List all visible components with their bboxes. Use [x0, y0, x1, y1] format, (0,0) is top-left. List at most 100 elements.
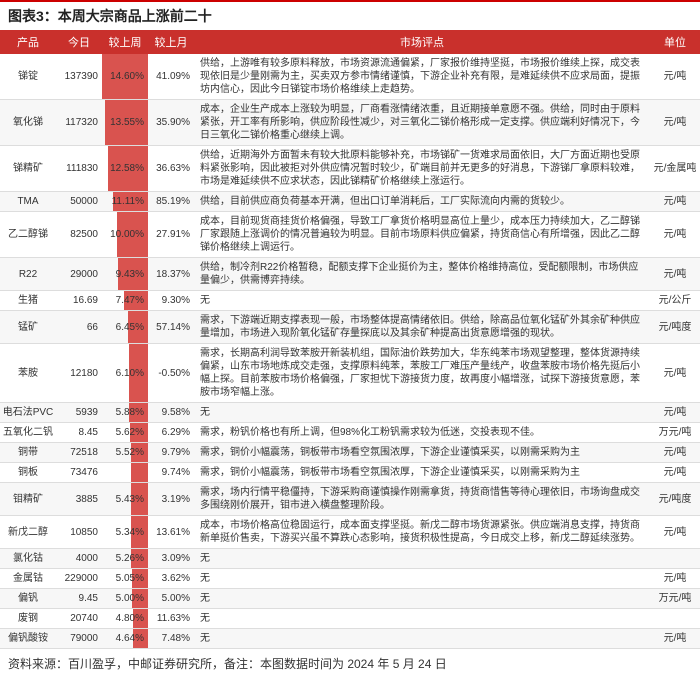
- cell-wow: 10.00%: [102, 212, 148, 258]
- cell-product: 钼精矿: [0, 483, 56, 516]
- cell-unit: 元/吨: [650, 463, 700, 483]
- table-row: 金属钴2290005.05%3.62%无元/吨: [0, 569, 700, 589]
- cell-product: 五氧化二钒: [0, 423, 56, 443]
- cell-wow: 6.10%: [102, 344, 148, 403]
- cell-today: 50000: [56, 192, 102, 212]
- cell-product: 新戊二醇: [0, 516, 56, 549]
- cell-unit: [650, 549, 700, 569]
- cell-product: 锑精矿: [0, 146, 56, 192]
- table-row: 铜带725185.52%9.79%需求，铜价小幅震荡，铜板带市场看空氛围浓厚，下…: [0, 443, 700, 463]
- cell-product: 锰矿: [0, 311, 56, 344]
- cell-wow: 5.62%: [102, 423, 148, 443]
- cell-wow: 5.26%: [102, 549, 148, 569]
- wow-text: 14.60%: [110, 71, 144, 82]
- chart-title: 图表3：本周大宗商品上涨前二十: [8, 8, 212, 24]
- cell-today: 5939: [56, 403, 102, 423]
- table-row: 锑精矿11183012.58%36.63%供给，近期海外方面暂未有较大批原料能够…: [0, 146, 700, 192]
- table-row: 电石法PVC59395.88%9.58%无元/吨: [0, 403, 700, 423]
- cell-unit: 元/吨: [650, 192, 700, 212]
- cell-product: R22: [0, 258, 56, 291]
- cell-wow: 5.43%: [102, 483, 148, 516]
- table-row: 锑锭13739014.60%41.09%供给，上游唯有较多原料释放，市场资源流通…: [0, 54, 700, 100]
- cell-product: 电石法PVC: [0, 403, 56, 423]
- cell-wow: 14.60%: [102, 54, 148, 100]
- cell-today: 117320: [56, 100, 102, 146]
- cell-mom: 41.09%: [148, 54, 194, 100]
- cell-today: 66: [56, 311, 102, 344]
- cell-review: 无: [194, 589, 650, 609]
- cell-mom: 9.74%: [148, 463, 194, 483]
- cell-unit: 元/吨: [650, 403, 700, 423]
- table-row: 钼精矿38855.43%3.19%需求，场内行情平稳僵持，下游采购商谨慎操作刚需…: [0, 483, 700, 516]
- cell-review: 无: [194, 629, 650, 649]
- cell-today: 72518: [56, 443, 102, 463]
- cell-review: 需求，长期高利润导致苯胺开新装机组，国际油价跌势加大，华东纯苯市场观望整理，整体…: [194, 344, 650, 403]
- table-row: 氧化锑11732013.55%35.90%成本，企业生产成本上涨较为明显，厂商看…: [0, 100, 700, 146]
- cell-wow: 5.88%: [102, 403, 148, 423]
- cell-unit: [650, 609, 700, 629]
- cell-unit: 万元/吨: [650, 423, 700, 443]
- cell-review: 供给，上游唯有较多原料释放，市场资源流通偏紧，厂家报价维持坚挺，市场报价维续上探…: [194, 54, 650, 100]
- cell-wow: 4.64%: [102, 629, 148, 649]
- cell-product: 乙二醇锑: [0, 212, 56, 258]
- cell-review: 供给，近期海外方面暂未有较大批原料能够补充，市场锑矿一货难求局面依旧，大厂方面近…: [194, 146, 650, 192]
- table-row: 锰矿666.45%57.14%需求，下游端近期支撑表现一般，市场整体提高情绪依旧…: [0, 311, 700, 344]
- cell-today: 137390: [56, 54, 102, 100]
- wow-text: 5.62%: [116, 427, 144, 438]
- cell-mom: 11.63%: [148, 609, 194, 629]
- cell-review: 需求，粉钒价格也有所上调，但98%化工粉钒需求较为低迷，交投表现不佳。: [194, 423, 650, 443]
- cell-mom: 9.58%: [148, 403, 194, 423]
- cell-mom: 85.19%: [148, 192, 194, 212]
- table-row: 偏钒9.455.00%5.00%无万元/吨: [0, 589, 700, 609]
- cell-today: 229000: [56, 569, 102, 589]
- cell-mom: 13.61%: [148, 516, 194, 549]
- col-header-unit: 单位: [650, 30, 700, 54]
- table-row: TMA5000011.11%85.19%供给，目前供应商负荷基本开满，但出口订单…: [0, 192, 700, 212]
- cell-today: 73476: [56, 463, 102, 483]
- cell-mom: 7.48%: [148, 629, 194, 649]
- cell-today: 79000: [56, 629, 102, 649]
- wow-text: 4.80%: [116, 613, 144, 624]
- wow-text: 5.05%: [116, 573, 144, 584]
- cell-mom: 3.09%: [148, 549, 194, 569]
- cell-unit: 元/吨: [650, 344, 700, 403]
- cell-unit: 元/金属吨: [650, 146, 700, 192]
- col-header-wow: 较上周: [102, 30, 148, 54]
- cell-review: 成本，目前现货商挂货价格偏强，导致工厂拿货价格明显高位上量少，成本压力持续加大，…: [194, 212, 650, 258]
- cell-wow: 5.05%: [102, 569, 148, 589]
- wow-text: 12.58%: [110, 163, 144, 174]
- cell-mom: 36.63%: [148, 146, 194, 192]
- cell-unit: 元/吨度: [650, 311, 700, 344]
- col-header-product: 产品: [0, 30, 56, 54]
- table-row: 生猪16.697.47%9.30%无元/公斤: [0, 291, 700, 311]
- cell-wow: [102, 463, 148, 483]
- cell-review: 需求，下游端近期支撑表现一般，市场整体提高情绪依旧。供给，除高品位氧化锰矿外其余…: [194, 311, 650, 344]
- wow-text: 6.10%: [116, 368, 144, 379]
- wow-text: 11.11%: [112, 196, 144, 207]
- cell-product: 偏钒酸铵: [0, 629, 56, 649]
- cell-review: 无: [194, 569, 650, 589]
- cell-today: 4000: [56, 549, 102, 569]
- table-row: 铜板734769.74%需求，铜价小幅震荡，铜板带市场看空氛围浓厚，下游企业谨慎…: [0, 463, 700, 483]
- col-header-review: 市场评点: [194, 30, 650, 54]
- table-row: 废钢207404.80%11.63%无: [0, 609, 700, 629]
- chart-title-bar: 图表3：本周大宗商品上涨前二十: [0, 0, 700, 30]
- cell-today: 29000: [56, 258, 102, 291]
- cell-wow: 11.11%: [102, 192, 148, 212]
- cell-wow: 9.43%: [102, 258, 148, 291]
- cell-review: 供给，制冷剂R22价格暂稳，配额支撑下企业挺价为主，整体价格维持高位，受配额限制…: [194, 258, 650, 291]
- cell-wow: 6.45%: [102, 311, 148, 344]
- cell-unit: 元/吨: [650, 258, 700, 291]
- chart-footer: 资料来源：百川盈孚，中邮证券研究所，备注：本图数据时间为 2024 年 5 月 …: [0, 649, 700, 676]
- cell-wow: 7.47%: [102, 291, 148, 311]
- cell-unit: 元/吨度: [650, 483, 700, 516]
- cell-wow: 4.80%: [102, 609, 148, 629]
- table-header-row: 产品 今日 较上周 较上月 市场评点 单位: [0, 30, 700, 54]
- cell-unit: 元/吨: [650, 569, 700, 589]
- cell-product: 偏钒: [0, 589, 56, 609]
- wow-text: 13.55%: [110, 117, 144, 128]
- cell-review: 无: [194, 403, 650, 423]
- wow-text: 5.00%: [116, 593, 144, 604]
- wow-bar: [131, 463, 148, 482]
- wow-text: 4.64%: [116, 633, 144, 644]
